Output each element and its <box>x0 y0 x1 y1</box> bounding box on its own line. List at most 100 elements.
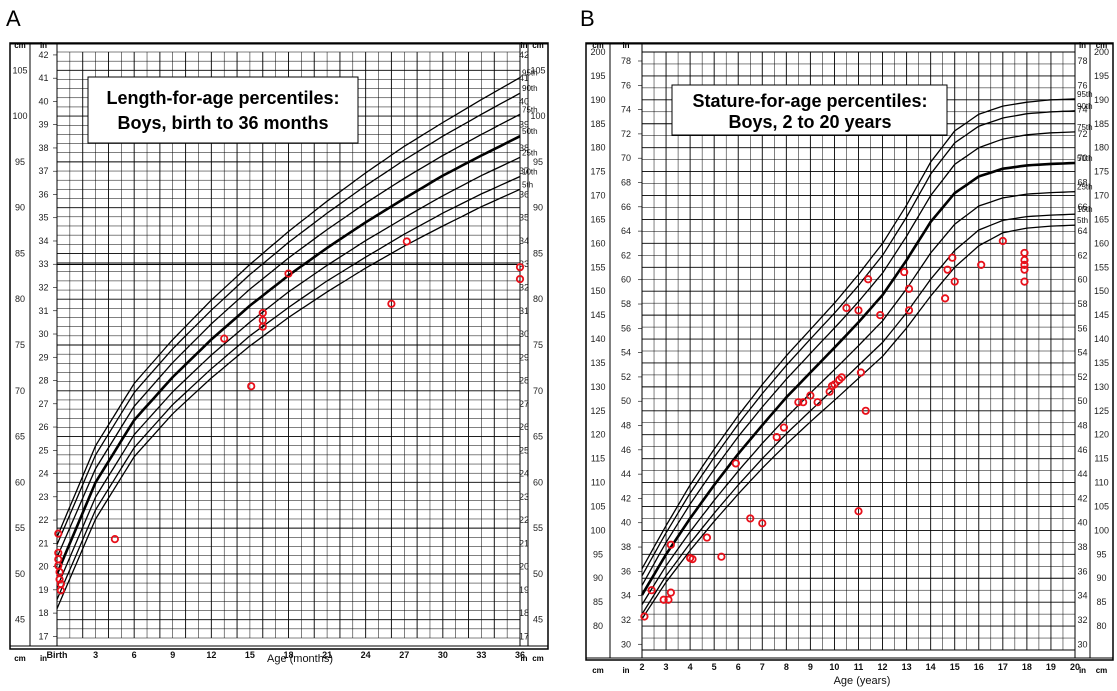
in-tick-label-right: 74 <box>1077 105 1087 115</box>
cm-tick-label-right: 105 <box>1094 501 1109 511</box>
data-point <box>258 308 267 318</box>
cm-tick-label-left: 120 <box>590 430 605 440</box>
unit-label-cm-left: cm <box>592 41 604 50</box>
x-tick-label: 7 <box>760 662 765 672</box>
in-tick-label-left: 62 <box>621 250 631 260</box>
cm-tick-label-right: 140 <box>1094 334 1109 344</box>
in-tick-label-right: 54 <box>1077 348 1087 358</box>
in-tick-label-left: 34 <box>621 591 631 601</box>
cm-tick-label-left: 140 <box>590 334 605 344</box>
in-tick-label-left: 44 <box>621 469 631 479</box>
in-tick-label-right: 70 <box>1077 153 1087 163</box>
in-tick-label-left: 37 <box>38 166 48 176</box>
percentile-label-90th: 90th <box>522 84 538 93</box>
in-tick-label-left: 26 <box>38 422 48 432</box>
panel-b-subtitle: Boys, 2 to 20 years <box>728 112 891 132</box>
in-tick-label-left: 60 <box>621 275 631 285</box>
data-point <box>904 284 914 293</box>
in-tick-label-right: 24 <box>519 469 529 479</box>
data-point <box>854 507 863 516</box>
data-point <box>1020 256 1029 265</box>
data-point <box>799 398 808 407</box>
percentile-label-95th: 95th <box>1077 90 1093 99</box>
cm-tick-label-left: 85 <box>15 248 25 258</box>
unit-label-in-right: in <box>1079 41 1086 50</box>
cm-tick-label-right: 105 <box>530 65 545 75</box>
x-tick-label: 6 <box>736 662 741 672</box>
cm-tick-label-left: 190 <box>590 95 605 105</box>
data-point <box>664 595 673 604</box>
in-tick-label-right: 38 <box>519 143 529 153</box>
percentile-line-10th <box>56 175 521 600</box>
panel-a-x-axis-label: Age (months) <box>267 653 333 665</box>
cm-tick-label-right: 55 <box>533 523 543 533</box>
cm-tick-label-right: 90 <box>1096 573 1106 583</box>
cm-tick-label-right: 75 <box>533 340 543 350</box>
cm-tick-label-left: 160 <box>590 238 605 248</box>
x-tick-label: Birth <box>47 650 68 660</box>
data-point <box>998 236 1007 246</box>
in-tick-label-left: 35 <box>38 213 48 223</box>
percentile-label-25th: 25th <box>522 148 538 157</box>
in-tick-label-left: 17 <box>38 631 48 641</box>
cm-tick-label-left: 90 <box>593 573 603 583</box>
data-point <box>666 588 675 597</box>
x-tick-label: 15 <box>245 650 255 660</box>
unit-label-cm-right: cm <box>1096 666 1108 675</box>
percentile-label-90th: 90th <box>1077 102 1093 111</box>
in-tick-label-right: 34 <box>1077 591 1087 601</box>
in-tick-label-left: 54 <box>621 348 631 358</box>
cm-tick-label-left: 85 <box>593 597 603 607</box>
unit-label-in-left: in <box>622 41 629 50</box>
panel-a-subtitle: Boys, birth to 36 months <box>117 113 328 133</box>
in-tick-label-left: 40 <box>38 96 48 106</box>
x-tick-label: 18 <box>1022 662 1032 672</box>
in-tick-label-left: 50 <box>621 396 631 406</box>
in-tick-label-left: 30 <box>38 329 48 339</box>
data-point <box>220 334 229 343</box>
in-tick-label-right: 48 <box>1077 421 1087 431</box>
cm-tick-label-left: 100 <box>590 525 605 535</box>
in-tick-label-left: 18 <box>38 608 48 618</box>
in-tick-label-right: 72 <box>1077 129 1087 139</box>
data-point <box>55 567 64 577</box>
data-point <box>1020 260 1029 269</box>
in-tick-label-right: 17 <box>519 631 529 641</box>
in-tick-label-right: 62 <box>1077 250 1087 260</box>
percentile-label-25th: 25th <box>1077 183 1093 192</box>
x-tick-label: 9 <box>170 650 175 660</box>
in-tick-label-left: 42 <box>38 50 48 60</box>
in-tick-label-right: 50 <box>1077 396 1087 406</box>
cm-tick-label-left: 60 <box>15 477 25 487</box>
in-tick-label-left: 39 <box>38 120 48 130</box>
cm-tick-label-right: 100 <box>530 111 545 121</box>
panel-a: A 45 45 50 50 55 55 60 60 65 65 70 70 75 75 80 80 85 85 90… <box>6 6 549 665</box>
x-tick-label: 36 <box>515 650 525 660</box>
in-tick-label-right: 35 <box>519 213 529 223</box>
in-tick-label-right: 31 <box>519 306 529 316</box>
in-tick-label-left: 78 <box>621 56 631 66</box>
percentile-line-25th <box>56 156 521 588</box>
in-tick-label-right: 36 <box>1077 566 1087 576</box>
cm-tick-label-left: 130 <box>590 382 605 392</box>
in-tick-label-left: 46 <box>621 445 631 455</box>
unit-label-in-right: in <box>520 654 527 663</box>
in-tick-label-right: 28 <box>519 376 529 386</box>
percentile-label-50th: 50th <box>522 127 538 136</box>
in-tick-label-left: 24 <box>38 469 48 479</box>
x-tick-label: 20 <box>1070 662 1080 672</box>
data-point <box>977 260 986 269</box>
data-point <box>813 398 822 407</box>
cm-tick-label-left: 80 <box>15 294 25 304</box>
cm-tick-label-right: 80 <box>533 294 543 304</box>
cm-tick-label-right: 185 <box>1094 119 1109 129</box>
in-tick-label-right: 46 <box>1077 445 1087 455</box>
cm-tick-label-left: 90 <box>15 203 25 213</box>
percentile-label-5th: 5th <box>1077 216 1088 225</box>
in-tick-label-right: 37 <box>519 166 529 176</box>
cm-tick-label-left: 50 <box>15 569 25 579</box>
x-tick-label: 3 <box>664 662 669 672</box>
cm-tick-label-right: 50 <box>533 569 543 579</box>
cm-tick-label-left: 135 <box>590 358 605 368</box>
